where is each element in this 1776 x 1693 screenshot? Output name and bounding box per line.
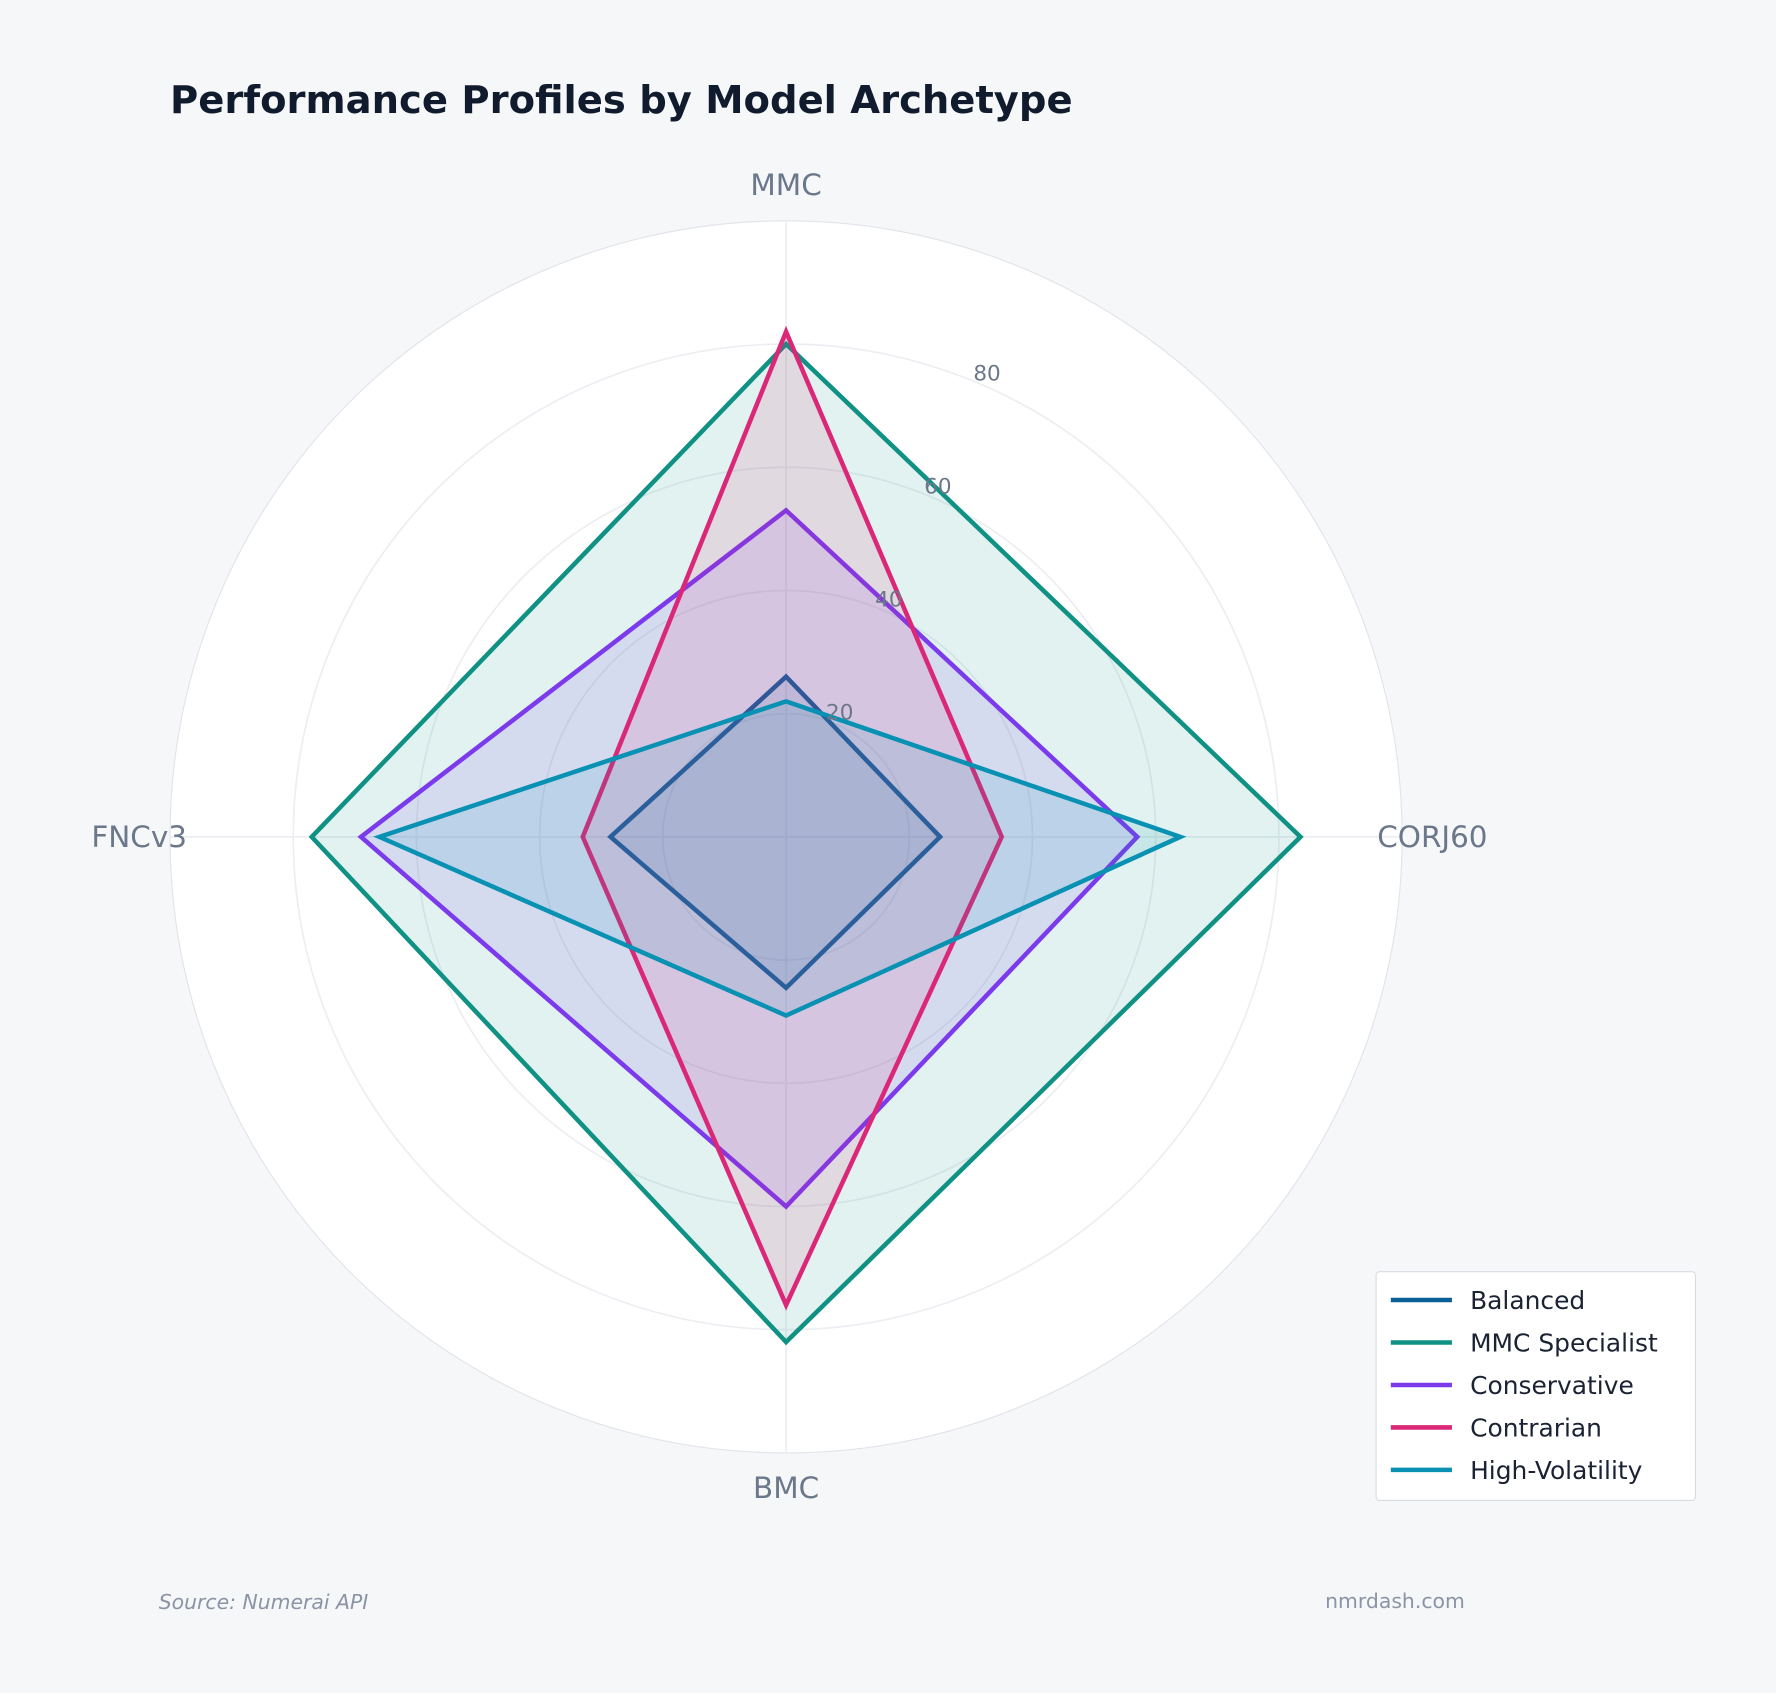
legend-item: MMC Specialist — [1390, 1329, 1658, 1358]
legend-label: Conservative — [1470, 1371, 1634, 1400]
series-mmc-specialist — [308, 340, 1304, 1346]
axis-label-bmc: BMC — [753, 1471, 819, 1505]
legend-label: High-Volatility — [1470, 1456, 1642, 1485]
tick-label: 20 — [826, 700, 853, 725]
tick-label: 60 — [924, 474, 951, 499]
series-high-volatility — [373, 698, 1187, 1019]
legend-item: High-Volatility — [1390, 1456, 1642, 1485]
legend-label: Contrarian — [1470, 1414, 1602, 1443]
chart-title: Performance Profiles by Model Archetype — [170, 78, 1073, 123]
legend-item: Contrarian — [1390, 1414, 1602, 1443]
legend-label: Balanced — [1470, 1286, 1585, 1315]
tick-label: 40 — [875, 587, 902, 612]
axis-label-fncv3: FNCv3 — [91, 820, 187, 854]
source-note: Source: Numerai API — [159, 1590, 369, 1614]
legend-label: MMC Specialist — [1470, 1329, 1658, 1358]
series-conservative — [357, 507, 1141, 1210]
series-group — [308, 325, 1304, 1346]
tick-label: 80 — [973, 361, 1000, 386]
legend: Balanced MMC Specialist Conservative Contra… — [1375, 1271, 1696, 1502]
legend-item: Conservative — [1390, 1371, 1634, 1400]
axis-labels: MMC CORJ60 BMC FNCv3 — [91, 168, 1487, 1505]
axis-label-corj60: CORJ60 — [1377, 820, 1487, 854]
series-contrarian — [580, 325, 1005, 1311]
legend-item: Balanced — [1390, 1286, 1585, 1315]
legend-box — [1375, 1271, 1696, 1502]
axis-label-mmc: MMC — [750, 168, 821, 202]
series-balanced — [607, 673, 944, 991]
radial-ticks: 20 40 60 80 — [826, 361, 1001, 725]
site-credit: nmrdash.com — [1325, 1589, 1465, 1613]
